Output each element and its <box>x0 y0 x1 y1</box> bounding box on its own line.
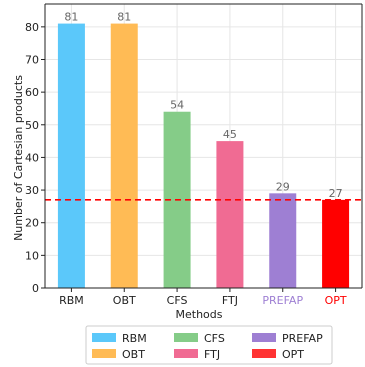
bar-value-label: 27 <box>329 187 343 200</box>
y-tick-label: 0 <box>32 282 39 295</box>
x-tick-label: OPT <box>325 294 347 307</box>
x-tick-label: OBT <box>113 294 136 307</box>
legend-label: CFS <box>204 332 225 345</box>
y-tick-label: 20 <box>25 217 39 230</box>
legend-swatch <box>252 333 276 342</box>
y-axis-label: Number of Cartesian products <box>12 75 25 241</box>
plot-background <box>45 4 362 288</box>
legend-label: RBM <box>122 332 147 345</box>
bar-prefap <box>269 193 297 288</box>
bar-value-label: 54 <box>170 99 184 112</box>
y-tick-label: 70 <box>25 53 39 66</box>
bar-value-label: 81 <box>64 11 78 24</box>
x-axis-label: Methods <box>176 308 223 321</box>
legend-label: OBT <box>122 348 145 361</box>
y-tick-label: 50 <box>25 119 39 132</box>
y-tick-label: 30 <box>25 184 39 197</box>
bar-value-label: 81 <box>117 11 131 24</box>
bar-opt <box>322 199 350 288</box>
bar-value-label: 29 <box>276 180 290 193</box>
x-tick-label: FTJ <box>222 294 238 307</box>
y-tick-label: 10 <box>25 249 39 262</box>
legend-label: OPT <box>282 348 304 361</box>
y-tick-label: 80 <box>25 21 39 34</box>
y-tick-label: 40 <box>25 151 39 164</box>
bar-obt <box>110 23 138 288</box>
legend-label: FTJ <box>204 348 220 361</box>
legend: RBM OBT CFS FTJ PREFAP OPT <box>85 325 333 365</box>
legend-swatch <box>92 333 116 342</box>
legend-swatch <box>252 349 276 358</box>
bar-value-label: 45 <box>223 128 237 141</box>
x-tick-label: PREFAP <box>262 294 303 307</box>
bar-ftj <box>216 141 244 288</box>
legend-swatch <box>174 349 198 358</box>
x-tick-label: RBM <box>59 294 84 307</box>
x-tick-label: CFS <box>167 294 188 307</box>
bar-rbm <box>57 23 85 288</box>
legend-label: PREFAP <box>282 332 323 345</box>
plot-area: 0 10 20 30 40 50 60 70 80 81 81 54 45 29 27 RBM OBT CFS FT… <box>25 3 363 307</box>
y-tick-label: 60 <box>25 86 39 99</box>
legend-swatch <box>92 349 116 358</box>
legend-swatch <box>174 333 198 342</box>
